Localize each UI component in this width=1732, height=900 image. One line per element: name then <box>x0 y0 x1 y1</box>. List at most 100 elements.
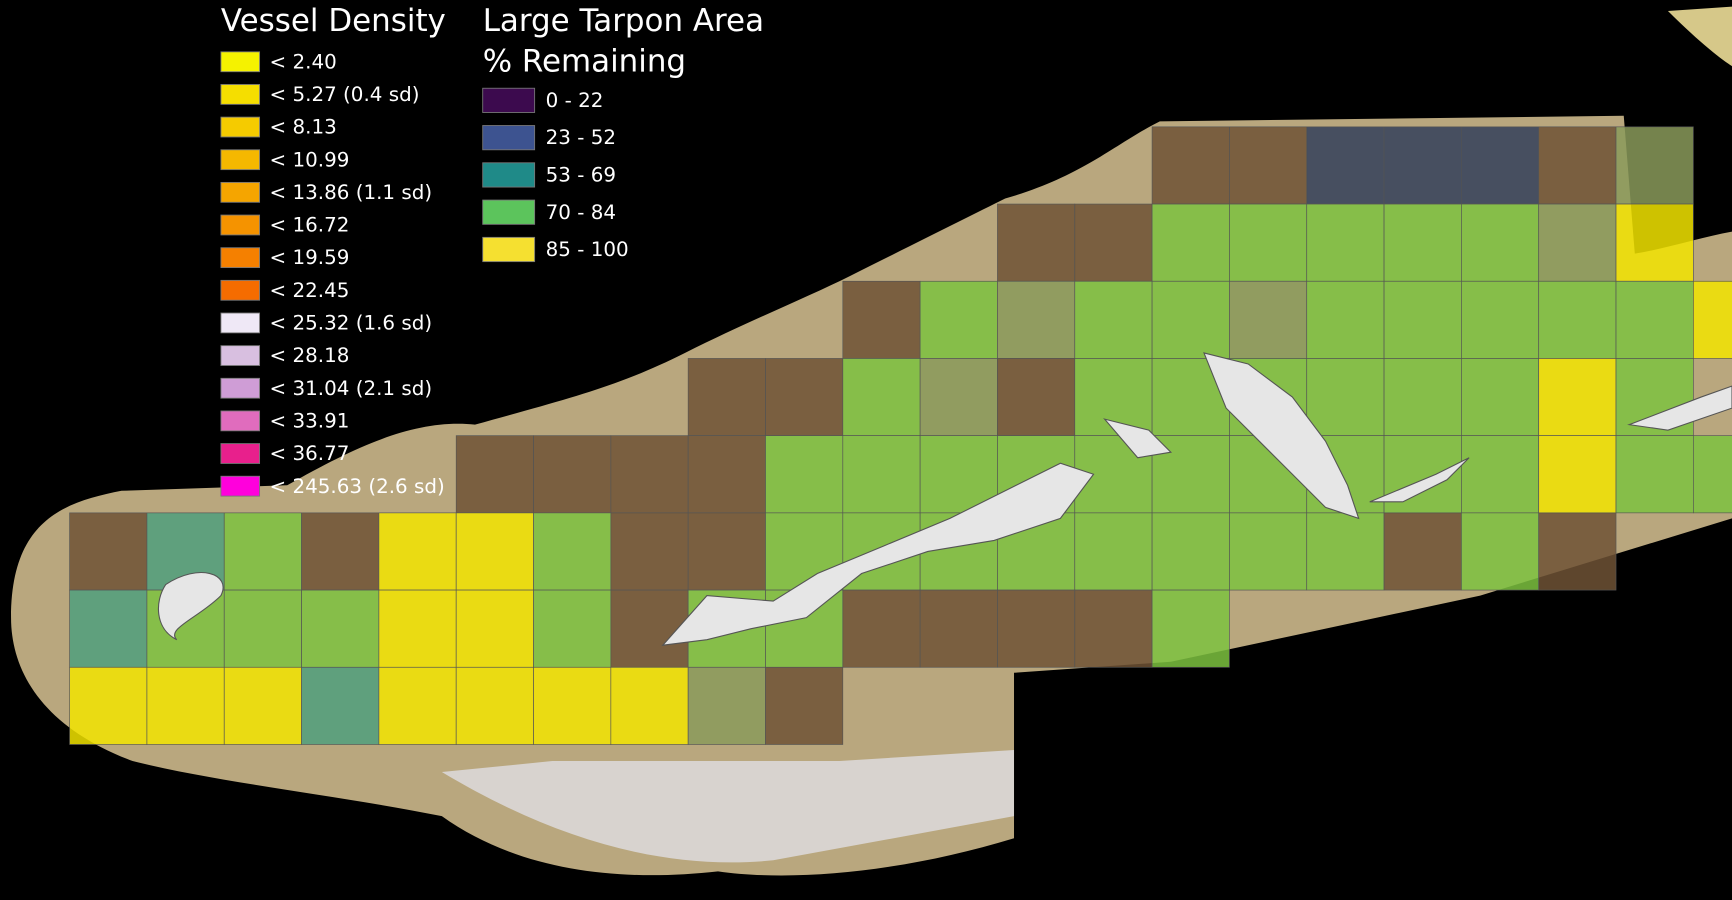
grid-cell <box>611 513 688 590</box>
legend-swatch <box>221 476 260 496</box>
grid-cell <box>1384 127 1461 204</box>
grid-cell <box>1693 436 1732 513</box>
grid-cell <box>997 281 1074 358</box>
legend-label: < 28.18 <box>270 344 350 367</box>
grid-cell <box>688 513 765 590</box>
grid-cell <box>1539 281 1616 358</box>
legend-swatch <box>221 84 260 104</box>
legend-swatch <box>483 88 535 112</box>
grid-cell <box>534 590 611 667</box>
legend-swatch <box>221 313 260 333</box>
legend-label: 23 - 52 <box>546 126 616 149</box>
legend-title: % Remaining <box>483 44 686 80</box>
legend-swatch <box>221 182 260 202</box>
grid-cell <box>1461 204 1538 281</box>
grid-cell <box>1384 204 1461 281</box>
legend-label: 70 - 84 <box>546 201 616 224</box>
legend-label: < 19.59 <box>270 246 350 269</box>
legend-label: < 25.32 (1.6 sd) <box>270 312 433 335</box>
grid-cell <box>456 436 533 513</box>
grid-cell <box>765 667 842 744</box>
legend-swatch <box>483 163 535 187</box>
grid-cell <box>1152 513 1229 590</box>
grid-cell <box>224 667 301 744</box>
grid-cell <box>1075 513 1152 590</box>
legend-swatch <box>483 126 535 150</box>
grid-cell <box>302 513 379 590</box>
grid-cell <box>920 281 997 358</box>
grid-cell <box>1229 513 1306 590</box>
legend-swatch <box>221 280 260 300</box>
legend-swatch <box>221 248 260 268</box>
page: Vessel Density< 2.40< 5.27 (0.4 sd)< 8.1… <box>0 0 1732 900</box>
grid-cell <box>224 513 301 590</box>
grid-cell <box>843 436 920 513</box>
legend-swatch <box>221 444 260 464</box>
grid-cell <box>456 513 533 590</box>
legend-label: < 31.04 (2.1 sd) <box>270 377 433 400</box>
legend-swatch <box>221 117 260 137</box>
legend-title: Vessel Density <box>221 3 446 39</box>
grid-cell <box>1075 281 1152 358</box>
legend-swatch <box>221 411 260 431</box>
grid-cell <box>1307 513 1384 590</box>
grid-cell <box>379 590 456 667</box>
grid-cell <box>1616 281 1693 358</box>
grid-cell <box>611 667 688 744</box>
grid-cell <box>1384 513 1461 590</box>
grid-cell <box>1229 281 1306 358</box>
legend-label: < 10.99 <box>270 148 350 171</box>
grid-cell <box>1616 204 1693 281</box>
grid-cell <box>1539 204 1616 281</box>
legend-label: < 16.72 <box>270 214 350 237</box>
grid-cell <box>1539 513 1616 590</box>
grid-cell <box>1384 358 1461 435</box>
legend-label: < 5.27 (0.4 sd) <box>270 83 420 106</box>
legend-swatch <box>483 200 535 224</box>
grid-cell <box>70 590 147 667</box>
grid-cell <box>534 513 611 590</box>
grid-cell <box>1693 281 1732 358</box>
legend-title: Large Tarpon Area <box>483 3 764 39</box>
grid-cell <box>765 436 842 513</box>
grid-cell <box>843 590 920 667</box>
grid-cell <box>224 590 301 667</box>
grid-cell <box>1307 204 1384 281</box>
grid-cell <box>70 513 147 590</box>
grid-cell <box>611 436 688 513</box>
grid-cell <box>302 590 379 667</box>
grid-cell <box>1152 127 1229 204</box>
grid-cell <box>456 667 533 744</box>
grid-cell <box>1152 204 1229 281</box>
legend-label: 53 - 69 <box>546 164 616 187</box>
legend-label: < 8.13 <box>270 116 337 139</box>
legend-label: 85 - 100 <box>546 238 629 261</box>
grid-cell <box>1152 590 1229 667</box>
grid-cell <box>688 667 765 744</box>
grid-cell <box>70 667 147 744</box>
grid-cell <box>1616 127 1693 204</box>
grid-cell <box>1461 127 1538 204</box>
grid-cell <box>379 667 456 744</box>
grid-cell <box>1307 281 1384 358</box>
legend-swatch <box>221 52 260 72</box>
legend-label: < 22.45 <box>270 279 350 302</box>
legend-label: 0 - 22 <box>546 89 604 112</box>
grid-cell <box>456 590 533 667</box>
grid-cell <box>534 436 611 513</box>
grid-cell <box>765 358 842 435</box>
grid-cell <box>688 436 765 513</box>
grid-cell <box>1229 204 1306 281</box>
grid-cell <box>688 358 765 435</box>
grid-cell <box>1616 436 1693 513</box>
grid-cell <box>534 667 611 744</box>
grid-cell <box>1461 281 1538 358</box>
legend-swatch <box>221 378 260 398</box>
grid-cell <box>147 667 224 744</box>
grid-cell <box>379 513 456 590</box>
legend-label: < 245.63 (2.6 sd) <box>270 475 445 498</box>
legend-label: < 13.86 (1.1 sd) <box>270 181 433 204</box>
grid-cell <box>920 590 997 667</box>
legend-label: < 33.91 <box>270 409 350 432</box>
grid-cell <box>997 590 1074 667</box>
